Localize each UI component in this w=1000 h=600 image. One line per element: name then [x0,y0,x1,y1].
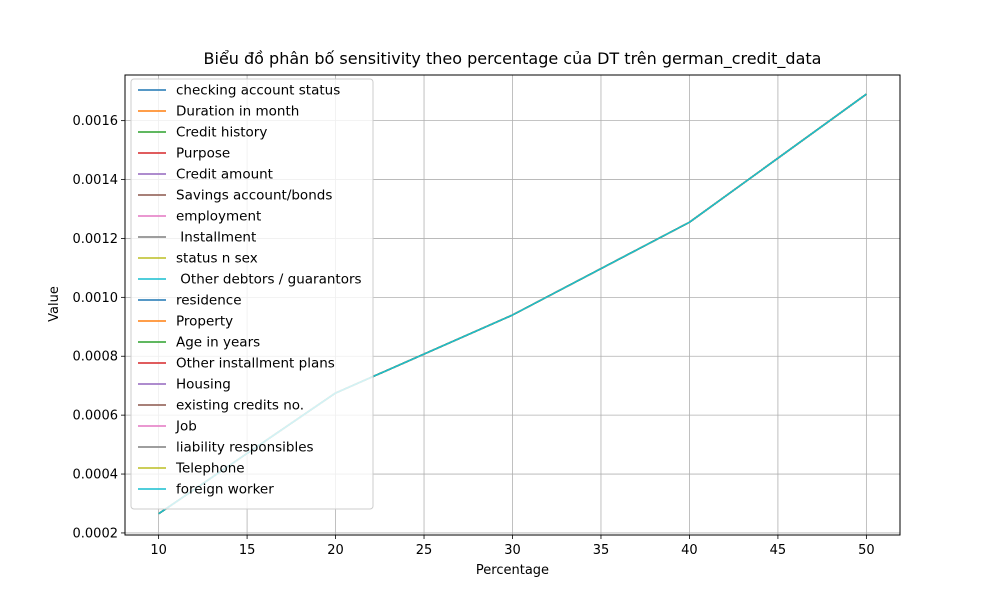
legend-label: foreign worker [176,482,274,498]
chart-title: Biểu đồ phân bố sensitivity theo percent… [204,49,822,69]
x-axis-label: Percentage [476,563,549,578]
x-tick-label: 50 [858,543,875,558]
legend-label: Housing [176,377,231,393]
legend-label: Savings account/bonds [176,188,332,204]
legend-label: residence [176,293,242,309]
legend-label: existing credits no. [176,398,304,414]
legend-label: Duration in month [176,104,299,120]
x-tick-label: 30 [504,543,521,558]
x-tick-label: 25 [416,543,433,558]
legend-label: Age in years [176,335,260,351]
y-tick-label: 0.0010 [73,291,119,306]
y-axis: 0.0002 0.0004 0.0006 0.0008 0.0010 0.0012 0.00… [73,114,125,541]
x-tick-label: 45 [770,543,787,558]
legend-label: Credit history [176,125,267,141]
x-tick-label: 10 [150,543,167,558]
legend-label: checking account status [176,83,340,99]
legend: checking account status Duration in month… [130,78,374,510]
y-tick-label: 0.0012 [73,232,119,247]
legend-label: Other debtors / guarantors [176,272,362,288]
y-tick-label: 0.0004 [73,468,119,483]
y-tick-label: 0.0008 [73,350,119,365]
y-tick-label: 0.0006 [73,409,119,424]
legend-label: employment [176,209,261,225]
legend-label: Property [176,314,233,330]
x-tick-label: 15 [239,543,256,558]
y-tick-label: 0.0014 [73,173,119,188]
legend-label: Other installment plans [176,356,335,372]
x-tick-label: 20 [327,543,344,558]
legend-label: Job [175,419,197,435]
x-tick-label: 35 [593,543,610,558]
y-tick-label: 0.0002 [73,526,119,541]
legend-label: liability responsibles [176,440,314,456]
legend-label: Credit amount [176,167,273,183]
legend-label: Installment [176,230,256,246]
y-axis-label: Value [47,286,62,322]
x-tick-label: 40 [681,543,698,558]
legend-label: status n sex [176,251,258,267]
x-axis: 10 15 20 25 30 35 40 45 50 [150,535,875,558]
y-tick-label: 0.0016 [73,114,119,129]
legend-label: Purpose [176,146,230,162]
legend-box [130,78,374,510]
legend-label: Telephone [175,461,245,477]
